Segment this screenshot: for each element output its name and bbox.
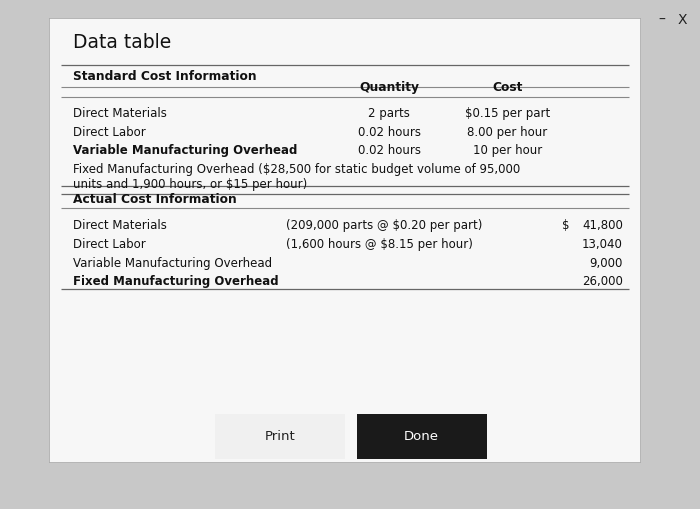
Text: Direct Labor: Direct Labor — [73, 238, 146, 251]
Text: 2 parts: 2 parts — [368, 107, 410, 120]
Text: Variable Manufacturing Overhead: Variable Manufacturing Overhead — [73, 145, 297, 157]
FancyBboxPatch shape — [344, 412, 500, 461]
Text: Standard Cost Information: Standard Cost Information — [73, 70, 256, 83]
Text: Direct Materials: Direct Materials — [73, 107, 167, 120]
Text: Fixed Manufacturing Overhead ($28,500 for static budget volume of 95,000
units a: Fixed Manufacturing Overhead ($28,500 fo… — [73, 163, 520, 191]
Text: 10 per hour: 10 per hour — [473, 145, 542, 157]
Text: Variable Manufacturing Overhead: Variable Manufacturing Overhead — [73, 257, 272, 270]
Text: –: – — [658, 13, 665, 27]
FancyBboxPatch shape — [202, 412, 358, 461]
Text: 8.00 per hour: 8.00 per hour — [468, 126, 547, 138]
FancyBboxPatch shape — [49, 18, 640, 463]
Text: X: X — [678, 13, 687, 27]
Text: Print: Print — [265, 430, 295, 443]
Text: $: $ — [562, 219, 570, 232]
Text: 41,800: 41,800 — [582, 219, 623, 232]
Text: Done: Done — [404, 430, 439, 443]
Text: 26,000: 26,000 — [582, 275, 623, 288]
Text: 0.02 hours: 0.02 hours — [358, 145, 421, 157]
Text: Direct Labor: Direct Labor — [73, 126, 146, 138]
Text: (1,600 hours @ $8.15 per hour): (1,600 hours @ $8.15 per hour) — [286, 238, 472, 251]
Text: Direct Materials: Direct Materials — [73, 219, 167, 232]
Text: (209,000 parts @ $0.20 per part): (209,000 parts @ $0.20 per part) — [286, 219, 482, 232]
Text: 9,000: 9,000 — [589, 257, 623, 270]
Text: Quantity: Quantity — [359, 81, 419, 94]
Text: Actual Cost Information: Actual Cost Information — [73, 193, 237, 206]
Text: 0.02 hours: 0.02 hours — [358, 126, 421, 138]
Text: 13,040: 13,040 — [582, 238, 623, 251]
Text: Fixed Manufacturing Overhead: Fixed Manufacturing Overhead — [73, 275, 279, 288]
Text: Cost: Cost — [492, 81, 523, 94]
Text: Data table: Data table — [73, 34, 171, 52]
Text: $0.15 per part: $0.15 per part — [465, 107, 550, 120]
